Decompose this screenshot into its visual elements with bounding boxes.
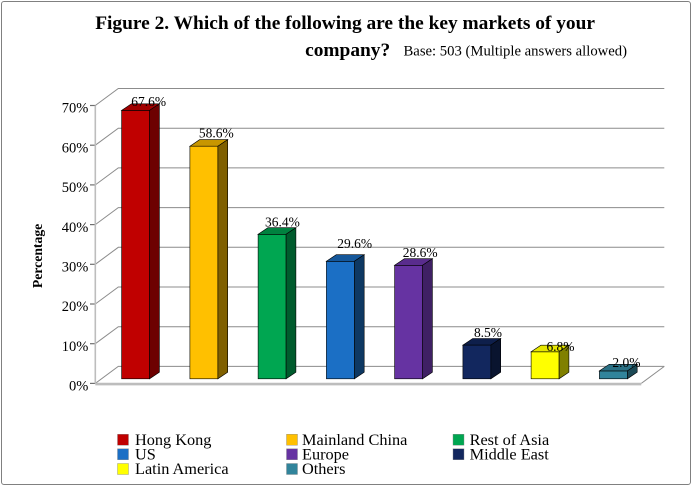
svg-text:2.0%: 2.0%	[612, 356, 640, 371]
svg-text:Mainland China: Mainland China	[302, 430, 407, 449]
svg-text:36.4%: 36.4%	[265, 216, 300, 231]
svg-text:50%: 50%	[62, 180, 89, 196]
svg-text:company?: company?	[305, 40, 390, 61]
svg-text:Latin America: Latin America	[135, 459, 229, 478]
svg-text:Hong Kong: Hong Kong	[135, 430, 211, 449]
svg-text:0%: 0%	[69, 379, 88, 395]
svg-text:30%: 30%	[62, 260, 89, 276]
svg-text:29.6%: 29.6%	[337, 237, 372, 252]
svg-text:Figure 2. Which of the followi: Figure 2. Which of the following are the…	[95, 13, 595, 34]
svg-text:Base: 503 (Multiple answers al: Base: 503 (Multiple answers allowed)	[404, 43, 628, 59]
svg-text:10%: 10%	[62, 339, 89, 355]
svg-text:Europe: Europe	[302, 444, 349, 463]
svg-text:60%: 60%	[62, 140, 89, 156]
svg-text:Rest of Asia: Rest of Asia	[470, 430, 550, 449]
svg-text:20%: 20%	[62, 299, 89, 315]
svg-text:8.5%: 8.5%	[474, 326, 502, 341]
svg-text:67.6%: 67.6%	[131, 95, 166, 110]
svg-text:40%: 40%	[62, 220, 89, 236]
svg-text:6.8%: 6.8%	[546, 340, 574, 355]
svg-text:58.6%: 58.6%	[199, 127, 234, 142]
svg-text:Others: Others	[302, 459, 345, 478]
svg-text:Middle East: Middle East	[470, 444, 550, 463]
svg-text:70%: 70%	[62, 101, 89, 117]
svg-text:Percentage: Percentage	[30, 224, 45, 288]
svg-text:28.6%: 28.6%	[403, 246, 438, 261]
svg-text:US: US	[135, 444, 156, 463]
